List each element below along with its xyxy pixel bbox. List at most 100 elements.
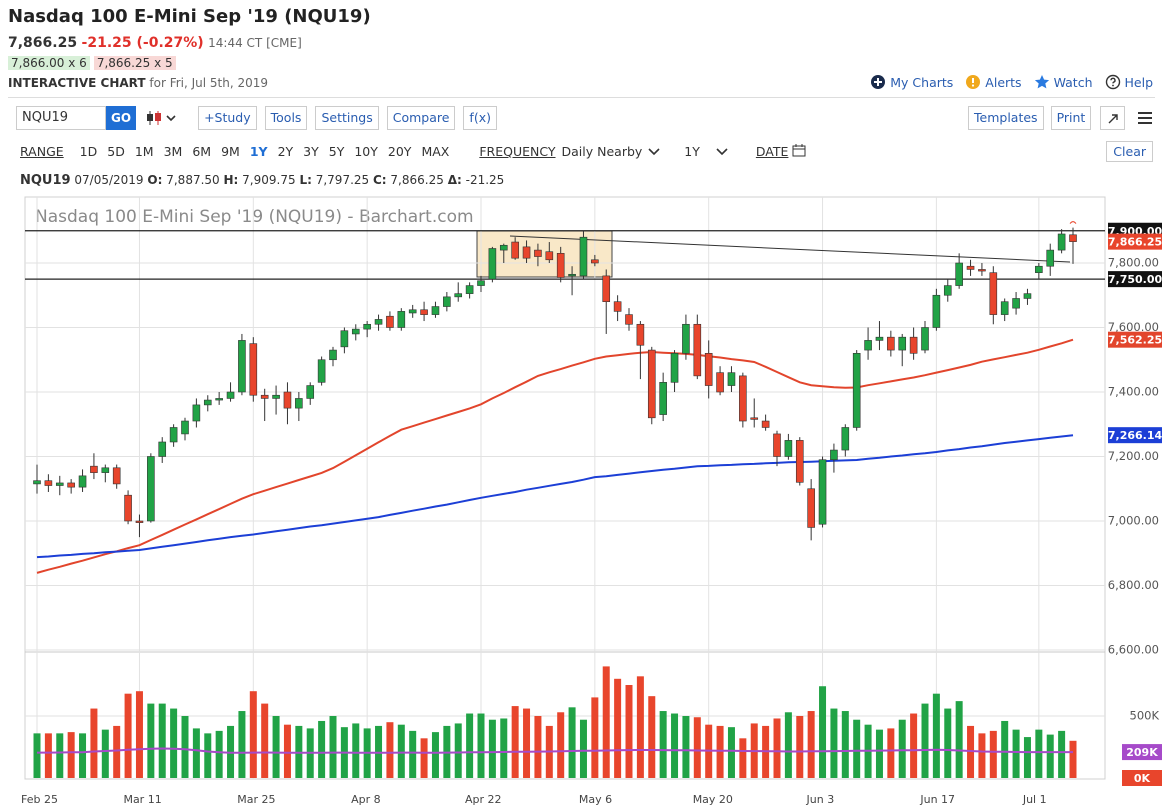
volume-bar: [79, 733, 87, 778]
volume-bar: [1046, 734, 1054, 778]
range-option[interactable]: MAX: [421, 144, 450, 159]
candle-body: [625, 314, 633, 325]
chart-type-icon[interactable]: [144, 108, 180, 128]
frequency[interactable]: Daily Nearby: [561, 144, 643, 159]
volume-bar: [1035, 729, 1043, 778]
candle-body: [465, 285, 474, 294]
clear-button[interactable]: Clear: [1106, 141, 1153, 162]
y-tick-label: 6,600.00: [1108, 643, 1159, 657]
volume-bar: [238, 711, 246, 778]
x-tick-label: Jun 17: [919, 793, 955, 806]
link[interactable]: Help: [1105, 74, 1153, 90]
volume-bar: [500, 718, 508, 778]
link[interactable]: My Charts: [870, 74, 953, 90]
menu-button[interactable]: [1133, 106, 1157, 130]
candle: [363, 321, 371, 338]
link[interactable]: Alerts: [965, 74, 1022, 90]
toolbar-button[interactable]: Print: [1050, 106, 1092, 130]
info-value: -21.25: [465, 173, 505, 187]
candle-body: [249, 343, 258, 396]
title: Nasdaq 100 E-Mini Sep '19 (NQU19): [8, 6, 371, 27]
candle: [875, 321, 884, 351]
candle-body: [295, 398, 303, 409]
toolbar-button[interactable]: Templates: [968, 106, 1044, 130]
rule: [8, 97, 1155, 98]
candle: [249, 337, 258, 402]
candle-body: [1069, 234, 1077, 242]
candle-body: [238, 340, 246, 393]
candle-body: [112, 467, 121, 485]
volume-bar: [557, 712, 565, 778]
range-option[interactable]: 5D: [107, 144, 125, 159]
candle-body: [1000, 301, 1009, 315]
candle-body: [659, 382, 667, 415]
ask: 7,866.25 x 5: [93, 56, 176, 70]
range-option[interactable]: 9M: [221, 144, 240, 159]
candle-body: [761, 420, 770, 428]
volume-bar: [147, 703, 155, 778]
candle: [750, 398, 759, 428]
range-option[interactable]: 20Y: [387, 144, 412, 159]
candle: [169, 424, 178, 447]
candle: [203, 395, 212, 412]
candle-body: [989, 272, 998, 315]
candle-body: [431, 306, 440, 315]
candle-body: [272, 394, 280, 399]
candle-body: [693, 323, 702, 377]
candle: [807, 479, 815, 541]
volume-bar: [625, 685, 633, 778]
trend-line: [509, 235, 1071, 263]
toolbar-button[interactable]: f(x): [463, 106, 497, 130]
moving-average: [36, 338, 1074, 574]
chart-label: INTERACTIVE CHART: [8, 76, 146, 90]
range-option[interactable]: 5Y: [328, 144, 345, 159]
ma-badge-label: 7,266.14: [1108, 429, 1163, 442]
toolbar-button[interactable]: Compare: [386, 106, 456, 130]
chart-frame: [24, 196, 1106, 780]
range-option[interactable]: 1D: [79, 144, 98, 159]
volume-bar: [853, 719, 861, 778]
candle: [55, 475, 64, 496]
candle-body: [943, 285, 952, 296]
toolbar-button[interactable]: +Study: [198, 106, 257, 130]
volume-bar: [158, 703, 166, 778]
info-value: 7,909.75: [242, 173, 296, 187]
volume-bar: [192, 728, 200, 778]
symbol-input[interactable]: NQU19: [16, 106, 106, 130]
candle: [283, 382, 292, 425]
toolbar-button[interactable]: Settings: [315, 106, 379, 130]
link-icon: [871, 75, 886, 89]
range-option[interactable]: 10Y: [354, 144, 378, 159]
candle-body: [1057, 233, 1066, 251]
candle-body: [545, 251, 554, 261]
candle: [124, 490, 132, 525]
volume-tick-label: 500K: [1130, 709, 1160, 723]
candle-body: [124, 494, 132, 522]
range-option[interactable]: 6M: [192, 144, 212, 159]
range-option[interactable]: 3M: [163, 144, 183, 159]
link[interactable]: Watch: [1034, 74, 1093, 90]
date-label[interactable]: DATE: [755, 144, 789, 159]
candle: [90, 453, 98, 480]
expand-button[interactable]: [1100, 106, 1126, 130]
toolbar-button[interactable]: Tools: [264, 106, 308, 130]
candle: [454, 282, 463, 302]
range-option[interactable]: 1Y: [249, 144, 268, 159]
info-value: 7,887.50: [166, 173, 220, 187]
links: My Charts Alerts Watch Help: [870, 74, 1153, 90]
range-option[interactable]: 3Y: [303, 144, 319, 159]
volume-bar: [44, 733, 52, 778]
last-price-badge: [1108, 233, 1162, 250]
candle: [340, 327, 349, 354]
candle: [238, 333, 246, 396]
candle: [830, 443, 838, 473]
range-option[interactable]: 2Y: [277, 144, 294, 159]
volume-bar: [431, 732, 439, 778]
go-button[interactable]: GO: [106, 106, 137, 130]
volume-bar: [318, 720, 326, 778]
range-option[interactable]: 1M: [134, 144, 154, 159]
candle: [1000, 298, 1009, 322]
link-text: Alerts: [985, 74, 1022, 90]
period[interactable]: 1Y: [684, 144, 700, 159]
